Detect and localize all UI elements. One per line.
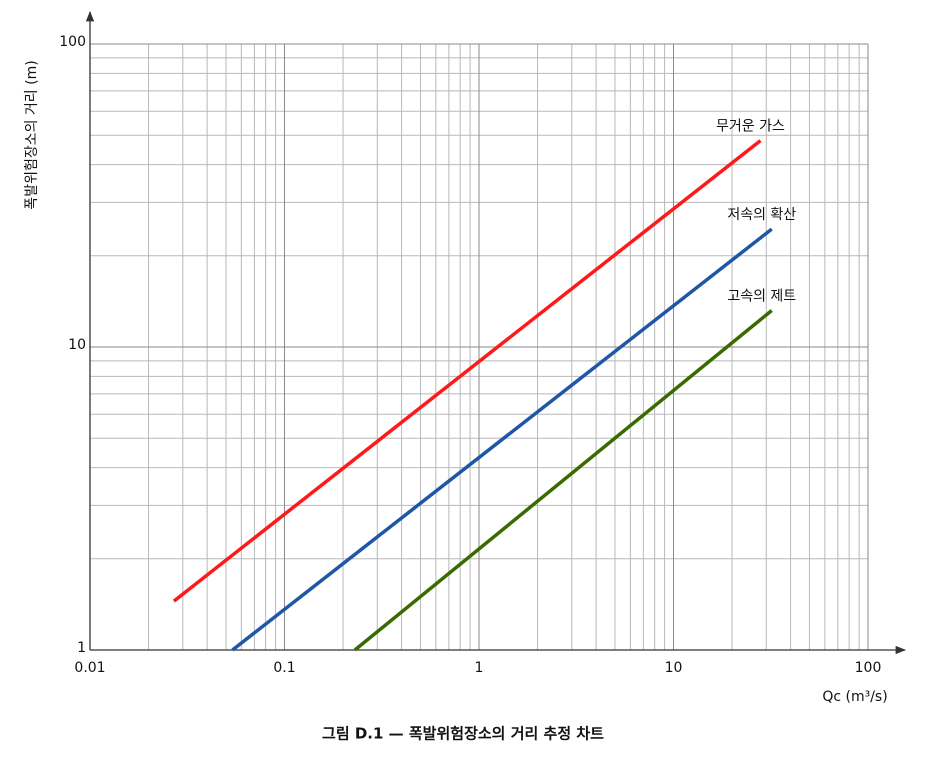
y-tick-label: 1 (77, 640, 86, 656)
series-label: 무거운 가스 (716, 119, 785, 135)
x-tick-label: 10 (665, 660, 683, 676)
caption: 그림 D.1 — 폭발위험장소의 거리 추정 차트 (322, 725, 604, 743)
x-axis-label: Qc (m³/s) (822, 689, 887, 705)
x-tick-label: 0.1 (273, 660, 295, 676)
series-label: 고속의 제트 (727, 288, 796, 304)
x-tick-label: 1 (475, 660, 484, 676)
data-line (231, 227, 773, 652)
data-line (353, 309, 773, 652)
x-tick-label: 100 (855, 660, 882, 676)
y-tick-label: 10 (68, 337, 86, 353)
x-tick-label: 0.01 (74, 660, 105, 676)
y-axis-label: 폭발위험장소의 거리 (m) (24, 60, 40, 209)
data-line (172, 139, 762, 603)
series-label: 저속의 확산 (727, 207, 796, 223)
y-tick-label: 100 (59, 34, 86, 50)
